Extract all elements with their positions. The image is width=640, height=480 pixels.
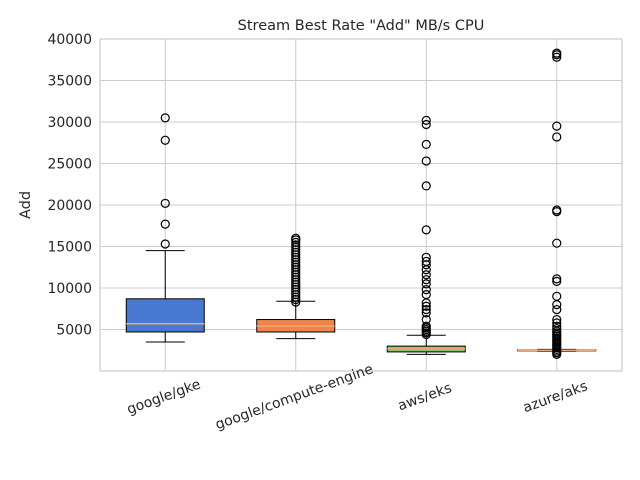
outlier-point bbox=[552, 314, 562, 325]
outlier-point bbox=[552, 48, 562, 58]
outlier-point bbox=[552, 52, 562, 62]
y-tick-label: 15000 bbox=[47, 240, 92, 256]
outlier-point bbox=[160, 198, 170, 208]
outlier-point bbox=[421, 301, 431, 311]
box-iqr bbox=[125, 298, 205, 333]
outlier-point bbox=[421, 252, 431, 262]
y-tick-label: 5000 bbox=[56, 323, 92, 339]
outlier-point bbox=[552, 318, 562, 328]
outlier-point bbox=[421, 139, 431, 150]
outlier-point bbox=[421, 279, 431, 289]
outlier-point bbox=[421, 225, 431, 235]
x-tick-label: google/compute-engine bbox=[213, 361, 375, 433]
outlier-point bbox=[421, 156, 431, 166]
outlier-point bbox=[160, 239, 170, 249]
x-tick-label: google/gke bbox=[125, 377, 203, 418]
outlier-point bbox=[552, 291, 562, 301]
x-tick-labels: google/gke google/compute-engine aws/eks az… bbox=[125, 361, 590, 433]
outlier-point bbox=[421, 275, 431, 285]
y-tick-labels: 5000 10000 15000 20000 25000 30000 35000 40000 bbox=[47, 32, 92, 339]
outlier-point bbox=[552, 321, 562, 331]
box-plots bbox=[125, 48, 597, 359]
outlier-point bbox=[421, 181, 431, 191]
x-tick-label: aws/eks bbox=[396, 380, 454, 414]
y-tick-label: 40000 bbox=[47, 32, 92, 48]
axes bbox=[99, 38, 623, 372]
outlier-point bbox=[160, 135, 170, 145]
outlier-point bbox=[160, 219, 170, 229]
y-axis-label: Add bbox=[18, 191, 34, 219]
outlier-point bbox=[291, 233, 301, 243]
x-tick-label: azure/aks bbox=[521, 378, 590, 416]
outlier-point bbox=[421, 119, 431, 130]
outlier-point bbox=[421, 314, 431, 325]
y-tick-label: 30000 bbox=[47, 115, 92, 131]
outlier-point bbox=[160, 113, 170, 123]
y-tick-label: 10000 bbox=[47, 281, 92, 297]
outlier-point bbox=[291, 237, 301, 247]
outlier-point bbox=[421, 321, 431, 331]
outlier-point bbox=[552, 238, 562, 248]
outlier-point bbox=[552, 274, 562, 284]
outlier-point bbox=[421, 270, 431, 280]
outlier-point bbox=[291, 240, 301, 250]
outlier-point bbox=[552, 324, 562, 334]
outlier-point bbox=[552, 132, 562, 142]
y-tick-label: 35000 bbox=[47, 74, 92, 90]
outlier-point bbox=[552, 304, 562, 315]
outlier-point bbox=[552, 276, 562, 286]
outlier-point bbox=[421, 285, 431, 295]
outlier-point bbox=[552, 121, 562, 131]
outlier-point bbox=[421, 290, 431, 300]
y-tick-label: 25000 bbox=[47, 157, 92, 173]
y-tick-label: 20000 bbox=[47, 198, 92, 214]
outlier-point bbox=[421, 115, 431, 125]
outlier-point bbox=[421, 308, 431, 318]
outlier-point bbox=[421, 256, 431, 267]
outlier-point bbox=[421, 304, 431, 315]
outlier-point bbox=[552, 205, 562, 215]
chart-title: Stream Best Rate "Add" MB/s CPU bbox=[238, 18, 485, 34]
